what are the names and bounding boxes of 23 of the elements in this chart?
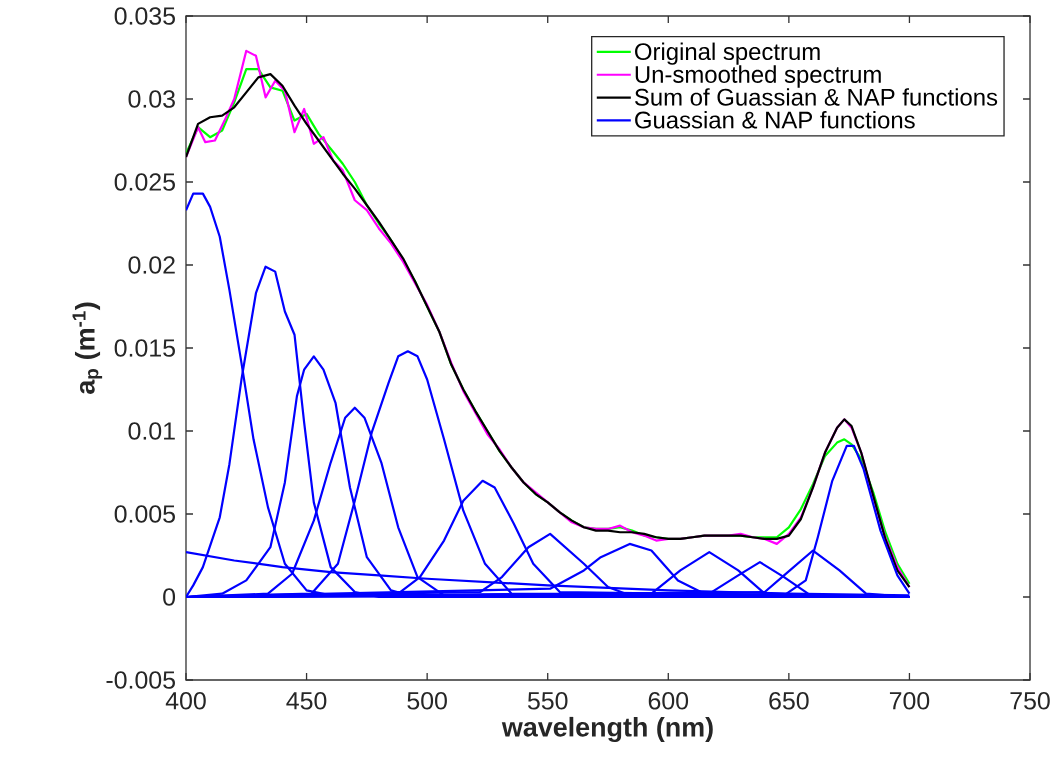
y-tick-label: 0.035 (114, 7, 175, 25)
x-tick-label: 600 (648, 691, 689, 710)
y-tick-label: 0.015 (114, 339, 175, 357)
x-tick-label: 750 (1010, 691, 1050, 710)
x-tick-label: 650 (769, 691, 809, 710)
y-tick-label: 0.02 (128, 256, 175, 274)
y-tick-label: 0.01 (128, 422, 175, 440)
x-tick-label: 500 (407, 691, 447, 710)
x-tick-label: 550 (527, 691, 568, 710)
x-tick-label: 700 (889, 691, 930, 710)
y-axis-title: a$_{p}$ (m$^{-1}$) (72, 302, 103, 394)
x-axis-title: wavelength (nm) (501, 716, 713, 743)
x-tick-label: 400 (165, 691, 206, 710)
y-tick-label: 0.025 (114, 173, 175, 191)
legend-label: Sum of Guassian & NAP functions (634, 88, 998, 106)
legend-label: Un-smoothed spectrum (635, 65, 881, 88)
y-tick-label: 0 (163, 588, 176, 606)
x-tick-label: 450 (286, 691, 327, 710)
y-tick-label: 0.03 (128, 90, 175, 108)
legend-label: Guassian & NAP functions (635, 110, 915, 129)
y-tick-label: -0.005 (106, 671, 175, 689)
y-tick-label: 0.005 (114, 505, 175, 523)
legend-label: Original spectrum (635, 42, 820, 65)
